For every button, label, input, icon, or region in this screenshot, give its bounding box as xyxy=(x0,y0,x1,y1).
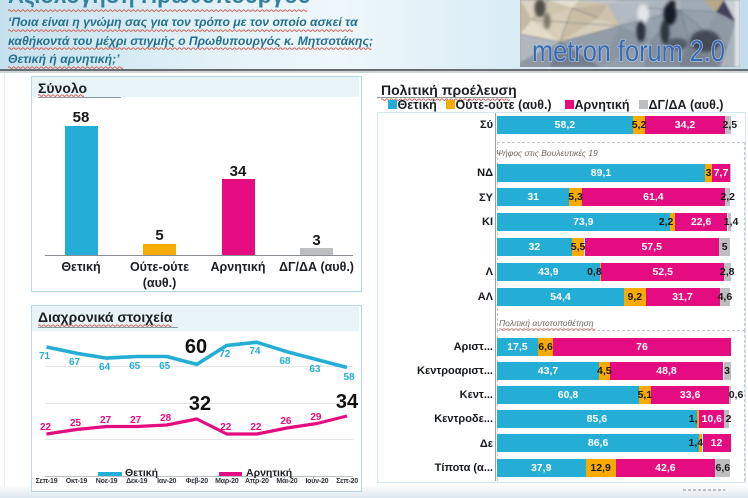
svg-text:metron forum 2.0: metron forum 2.0 xyxy=(532,35,725,67)
